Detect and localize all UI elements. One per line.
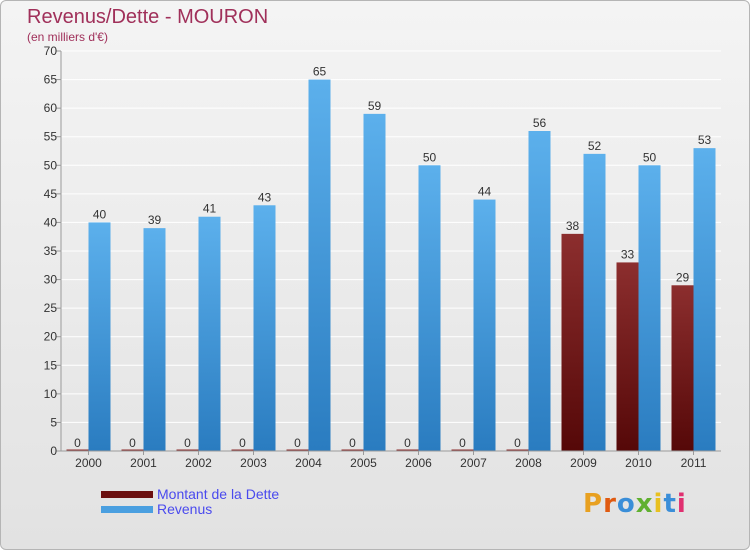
data-label-dette: 0 <box>74 436 81 450</box>
x-tick-label: 2008 <box>515 456 542 470</box>
legend-swatch-dette <box>101 491 153 498</box>
bar-revenus <box>638 165 661 452</box>
data-label-revenus: 53 <box>698 133 712 147</box>
data-label-revenus: 65 <box>313 65 327 79</box>
y-tick-label: 30 <box>44 273 58 287</box>
bar-dette <box>451 449 474 451</box>
bar-revenus <box>528 131 551 451</box>
bar-revenus <box>143 228 166 451</box>
data-label-revenus: 50 <box>643 150 657 164</box>
y-tick-label: 45 <box>44 187 58 201</box>
y-tick-label: 50 <box>44 158 58 172</box>
bar-revenus <box>693 148 716 451</box>
data-label-dette: 29 <box>676 270 690 284</box>
logo-letter: i <box>676 489 687 519</box>
y-tick-label: 5 <box>50 415 57 429</box>
legend-label-revenus: Revenus <box>157 501 213 517</box>
x-tick-label: 2002 <box>185 456 212 470</box>
legend-label-dette: Montant de la Dette <box>157 486 280 502</box>
data-label-dette: 0 <box>294 436 301 450</box>
y-tick-label: 25 <box>44 301 58 315</box>
data-label-dette: 38 <box>566 219 580 233</box>
x-tick-label: 2010 <box>625 456 652 470</box>
bar-revenus <box>583 153 606 451</box>
logo-letter: x <box>635 489 654 519</box>
chart-subtitle: (en milliers d'€) <box>27 30 108 44</box>
data-label-revenus: 39 <box>148 213 162 227</box>
bar-dette <box>396 449 419 451</box>
logo-letter: P <box>583 489 604 519</box>
y-tick-label: 0 <box>50 444 57 458</box>
data-label-revenus: 41 <box>203 202 217 216</box>
y-tick-label: 35 <box>44 244 58 258</box>
bar-revenus <box>88 222 111 451</box>
data-label-revenus: 43 <box>258 190 272 204</box>
data-label-dette: 0 <box>514 436 521 450</box>
bar-revenus <box>198 216 221 451</box>
data-label-revenus: 44 <box>478 185 492 199</box>
data-label-dette: 0 <box>184 436 191 450</box>
bar-dette <box>671 285 694 451</box>
bar-revenus <box>253 205 276 451</box>
bar-dette <box>231 449 254 451</box>
bar-dette <box>506 449 529 451</box>
bar-revenus <box>418 165 441 452</box>
bar-dette <box>176 449 199 451</box>
x-tick-label: 2006 <box>405 456 432 470</box>
data-label-dette: 0 <box>239 436 246 450</box>
y-tick-label: 40 <box>44 215 58 229</box>
chart-legend: Montant de la Dette Revenus <box>101 486 331 517</box>
bar-dette <box>341 449 364 451</box>
x-tick-label: 2001 <box>130 456 157 470</box>
data-label-dette: 33 <box>621 247 635 261</box>
y-tick-label: 15 <box>44 358 58 372</box>
y-tick-label: 55 <box>44 130 58 144</box>
bar-revenus <box>363 113 386 451</box>
x-tick-label: 2005 <box>350 456 377 470</box>
data-label-dette: 0 <box>349 436 356 450</box>
x-tick-label: 2004 <box>295 456 322 470</box>
data-label-revenus: 40 <box>93 207 107 221</box>
legend-item-revenus: Revenus <box>101 501 331 517</box>
data-label-dette: 0 <box>129 436 136 450</box>
data-label-revenus: 59 <box>368 99 382 113</box>
legend-item-dette: Montant de la Dette <box>101 486 331 502</box>
x-tick-label: 2007 <box>460 456 487 470</box>
data-label-revenus: 50 <box>423 150 437 164</box>
y-tick-label: 20 <box>44 330 58 344</box>
chart-title: Revenus/Dette - MOURON <box>27 6 269 28</box>
data-label-revenus: 52 <box>588 139 602 153</box>
bar-dette <box>616 262 639 451</box>
x-tick-label: 2000 <box>75 456 102 470</box>
legend-swatch-revenus <box>101 506 153 513</box>
y-tick-label: 10 <box>44 387 58 401</box>
data-label-dette: 0 <box>459 436 466 450</box>
y-tick-label: 60 <box>44 101 58 115</box>
logo-letter: i <box>653 489 664 519</box>
bar-revenus <box>473 199 496 451</box>
bar-dette <box>66 449 89 451</box>
y-tick-label: 65 <box>44 73 58 87</box>
data-label-revenus: 56 <box>533 116 547 130</box>
bar-dette <box>121 449 144 451</box>
logo-letter: t <box>663 489 677 519</box>
x-tick-label: 2009 <box>570 456 597 470</box>
y-tick-label: 70 <box>44 44 58 58</box>
data-label-dette: 0 <box>404 436 411 450</box>
bar-dette <box>561 233 584 451</box>
x-tick-label: 2003 <box>240 456 267 470</box>
bar-dette <box>286 449 309 451</box>
x-tick-label: 2011 <box>681 456 707 470</box>
proxiti-logo: Proxiti <box>583 489 687 519</box>
logo-letter: o <box>616 489 636 519</box>
logo-letter: r <box>603 489 617 519</box>
bar-revenus <box>308 79 331 452</box>
